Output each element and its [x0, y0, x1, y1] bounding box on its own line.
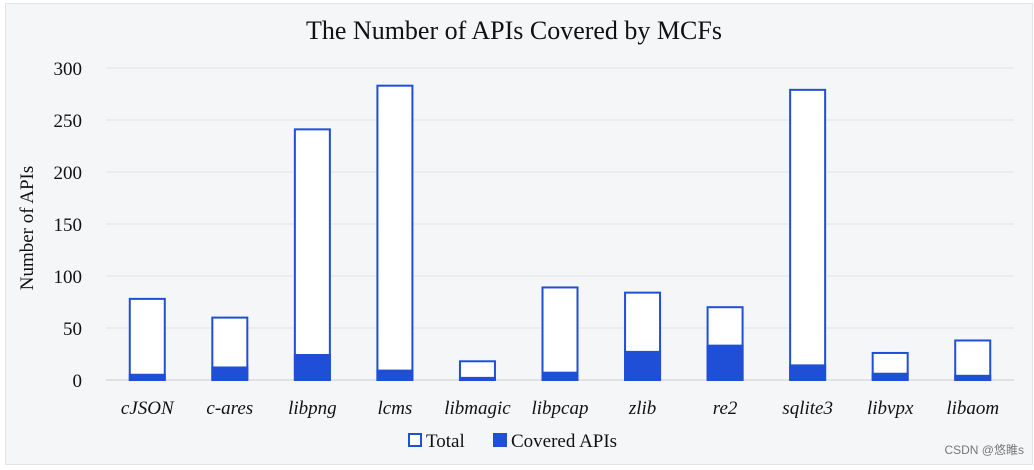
x-tick-label: lcms: [377, 398, 412, 419]
x-tick-label: zlib: [628, 398, 656, 419]
bar-covered-c-ares: [211, 366, 249, 380]
bar-covered-re2: [706, 344, 744, 380]
chart-title: The Number of APIs Covered by MCFs: [306, 16, 722, 45]
bar-total-libpng: [293, 128, 331, 381]
bar-covered-zlib: [624, 350, 662, 380]
x-tick-label: libpcap: [532, 398, 589, 419]
x-tick-label: sqlite3: [782, 398, 833, 419]
x-axis-categories: cJSON c-ares libpng lcms libmagic libpcap zlib…: [121, 398, 999, 419]
bar-covered-sqlite3: [789, 364, 827, 380]
y-tick-label: 300: [54, 59, 83, 80]
legend-label-total: Total: [426, 431, 465, 452]
bar-covered-lcms: [376, 369, 414, 380]
y-tick-label: 50: [63, 319, 82, 340]
bar-covered-libaom: [954, 374, 992, 380]
x-tick-label: re2: [713, 398, 738, 419]
x-tick-label: libvpx: [867, 398, 914, 419]
y-tick-label: 0: [73, 371, 83, 392]
y-tick-label: 100: [54, 267, 83, 288]
bar-total-cJSON: [128, 297, 166, 382]
bar-covered-cJSON: [128, 373, 166, 380]
x-tick-label: c-ares: [206, 398, 253, 419]
watermark: CSDN @悠睢s: [944, 443, 1024, 457]
bar-total-sqlite3: [789, 88, 827, 381]
bar-chart: The Number of APIs Covered by MCFs 0 50 10…: [17, 16, 1014, 452]
chart-frame: The Number of APIs Covered by MCFs 0 50 10…: [5, 3, 1033, 465]
bar-total-lcms: [376, 84, 414, 382]
y-axis-ticks: 0 50 100 150 200 250 300: [54, 59, 83, 392]
bar-covered-libpcap: [541, 371, 579, 380]
legend-swatch-covered: [493, 433, 507, 447]
y-tick-label: 250: [54, 111, 83, 132]
x-tick-label: libmagic: [444, 398, 511, 419]
x-tick-label: libaom: [946, 398, 999, 419]
gridlines: [106, 67, 1014, 381]
bar-total-libaom: [954, 339, 992, 382]
y-tick-label: 150: [54, 215, 83, 236]
legend-label-covered: Covered APIs: [511, 431, 617, 452]
bar-total-libpcap: [541, 286, 579, 381]
x-tick-label: libpng: [288, 398, 337, 419]
legend-swatch-total: [408, 433, 422, 447]
bar-covered-libvpx: [871, 372, 909, 380]
y-tick-label: 200: [54, 163, 83, 184]
x-tick-label: cJSON: [121, 398, 175, 419]
bars: [128, 84, 992, 382]
legend: Total Covered APIs: [408, 431, 617, 452]
bar-covered-libmagic: [458, 376, 496, 380]
bar-covered-libpng: [293, 354, 331, 380]
y-axis-title: Number of APIs: [17, 166, 38, 291]
